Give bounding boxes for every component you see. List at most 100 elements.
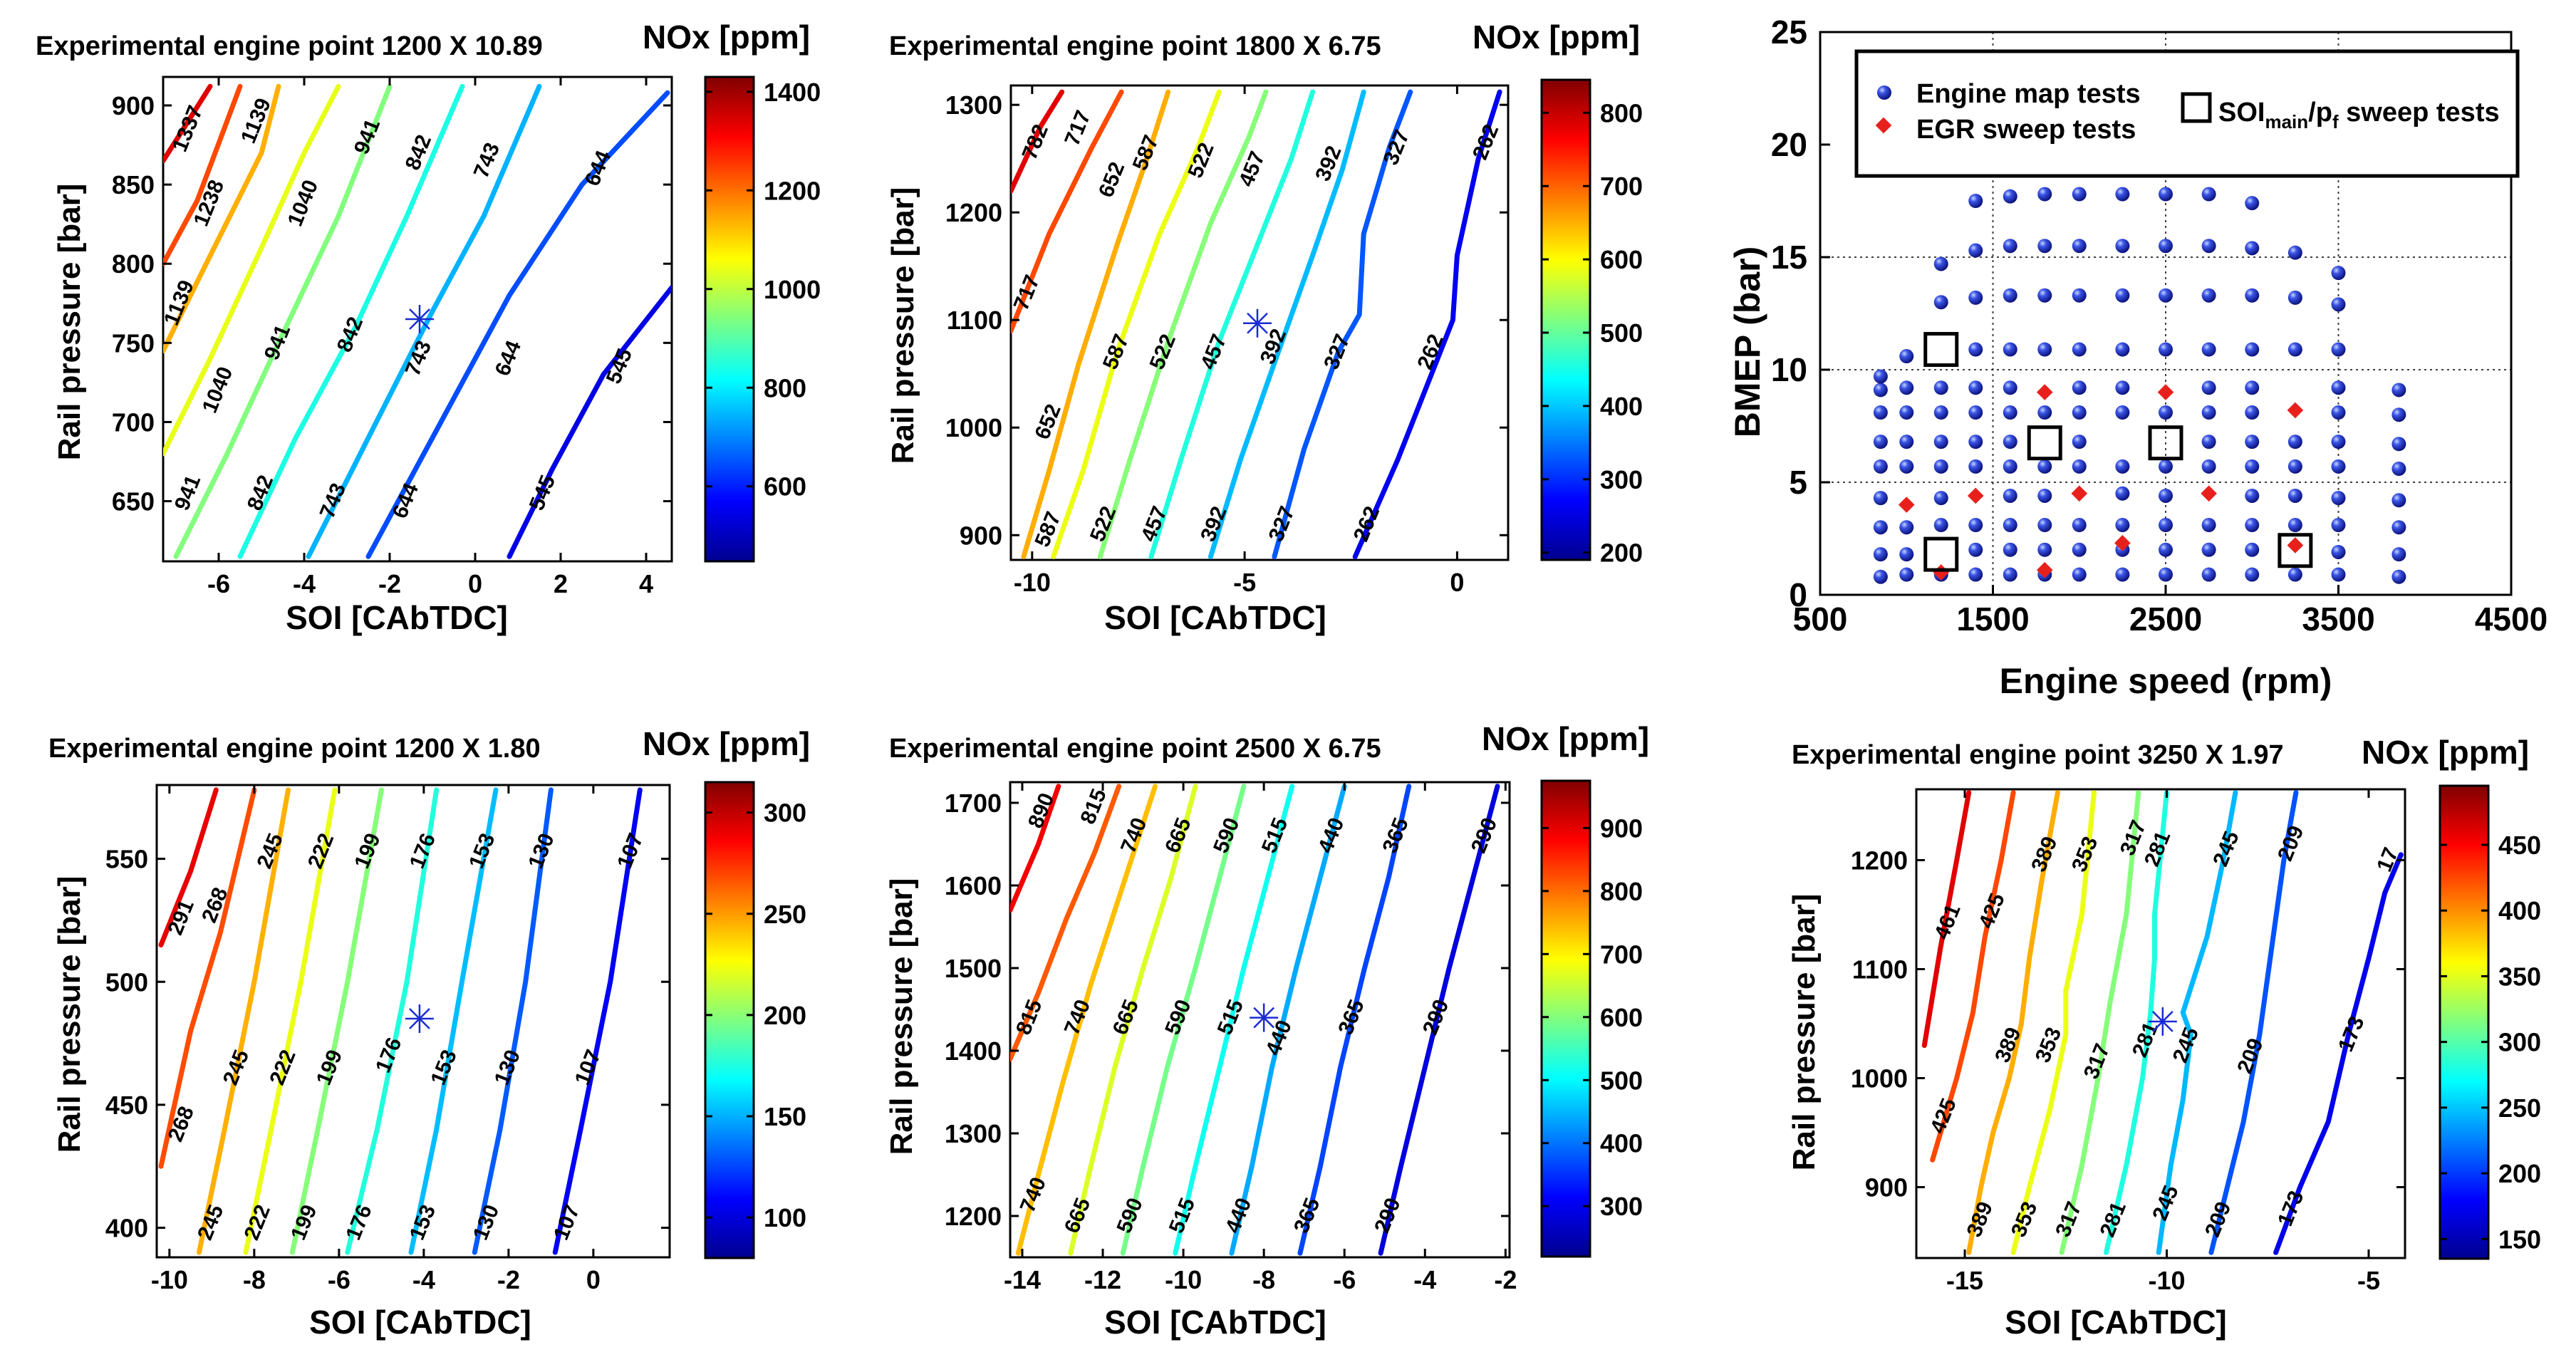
colorbar-tick-label: 150: [764, 1102, 806, 1131]
marker-stroke: [1247, 312, 1268, 334]
x-tick-label: -4: [412, 1265, 435, 1294]
engine-map-point: [1899, 520, 1914, 535]
engine-map-point: [2287, 488, 2302, 503]
egr-sweep-point: [2287, 402, 2304, 419]
engine-map-point: [2201, 435, 2216, 449]
engine-map-point: [2037, 518, 2052, 533]
x-tick-label: 500: [1793, 601, 1848, 638]
y-tick-label: 900: [960, 521, 1002, 550]
engine-map-point: [2391, 462, 2406, 477]
egr-sweep-point: [2114, 535, 2131, 551]
colorbar-tick-label: 200: [764, 1001, 806, 1030]
engine-map-point: [1933, 295, 1948, 310]
contour-line-1238: [163, 83, 243, 266]
engine-map-point: [1968, 380, 1983, 395]
engine-map-point: [1873, 547, 1888, 562]
legend-marker-engine-map: [1877, 85, 1891, 100]
engine-map-point: [1968, 405, 1983, 420]
contour-line-717: [1011, 89, 1124, 333]
x-tick-label: -6: [1333, 1265, 1356, 1294]
y-tick-label: 1100: [1852, 955, 1908, 984]
engine-map-point: [2037, 542, 2052, 557]
engine-map-point: [2331, 491, 2346, 506]
x-tick-label: 1500: [1956, 601, 2029, 638]
engine-map-point: [2159, 342, 2173, 357]
y-tick-label: 750: [112, 328, 155, 358]
colorbar-tick-label: 700: [1600, 940, 1643, 969]
engine-map-point: [2115, 405, 2130, 420]
engine-map-point: [1899, 459, 1914, 474]
engine-map-point: [2159, 567, 2173, 582]
y-tick-label: 1600: [945, 871, 1002, 900]
panel-nox-1200x10-89: Experimental engine point 1200 X 10.89 N…: [36, 19, 821, 636]
engine-map-point: [2003, 435, 2017, 449]
engine-map-point: [1873, 520, 1888, 535]
y-tick-label: 1000: [1851, 1064, 1908, 1093]
engine-map-point: [2159, 187, 2173, 202]
contour-line-587: [1051, 89, 1222, 559]
y-tick-label: 1700: [945, 789, 1002, 818]
engine-map-point: [2245, 435, 2260, 449]
soi-sweep-point: [2027, 425, 2062, 461]
egr-sweep-point: [2201, 485, 2217, 502]
engine-map-point: [2003, 189, 2017, 204]
colorbar-gradient: [1540, 78, 1591, 561]
contour-line-665: [1068, 784, 1198, 1256]
panel-title: Experimental engine point 3250 X 1.97: [1792, 740, 2284, 770]
engine-map-point: [2072, 567, 2087, 582]
engine-map-point: [1873, 383, 1888, 397]
colorbar-tick-label: 800: [1600, 98, 1643, 128]
engine-map-point: [2287, 567, 2302, 582]
contour-line-389: [1966, 790, 2060, 1255]
colorbar-tick-label: 1000: [764, 275, 821, 304]
colorbar-gradient: [704, 781, 755, 1259]
egr-sweep-point: [2036, 384, 2053, 400]
engine-map-point: [2115, 239, 2130, 254]
legend-marker-egr: [1875, 117, 1892, 134]
contour-line-281: [2104, 790, 2169, 1255]
colorbar-gradient: [704, 76, 755, 563]
engine-map-point: [1933, 405, 1948, 420]
x-axis-label: Engine speed (rpm): [2000, 661, 2332, 701]
contour-line-291: [158, 787, 219, 947]
colorbar-gradient: [2439, 784, 2490, 1260]
colorbar-tick-label: 300: [764, 799, 806, 828]
x-tick-label: -4: [1413, 1265, 1436, 1294]
y-tick-label: 1200: [945, 1202, 1002, 1231]
x-tick-label: -5: [1233, 568, 1256, 597]
contour-line-130: [472, 787, 554, 1255]
x-tick-label: -8: [1252, 1265, 1275, 1294]
y-axis-label: Rail pressure [bar]: [884, 878, 919, 1155]
engine-map-point: [2003, 488, 2017, 503]
engine-map-point: [2159, 239, 2173, 254]
contour-line-153: [408, 787, 499, 1255]
engine-map-point: [2072, 187, 2087, 202]
panel-title: Experimental engine point 2500 X 6.75: [889, 734, 1381, 764]
contour-line-457: [1148, 89, 1316, 559]
engine-map-point: [1873, 459, 1888, 474]
egr-sweep-point: [1967, 487, 1984, 504]
panel-nox-2500x6-75: Experimental engine point 2500 X 6.75 NO…: [884, 720, 1649, 1341]
soi-sweep-point: [1923, 332, 1959, 368]
contour-line-815: [1010, 784, 1122, 1062]
colorbar-tick-label: 300: [1600, 465, 1643, 494]
operating-point-marker: [2148, 1007, 2177, 1036]
contour-line-461: [1921, 790, 1972, 1049]
colorbar-tick-label: 150: [2498, 1225, 2541, 1254]
contour-line-365: [1297, 784, 1412, 1256]
legend-marker-soi: [2181, 92, 2212, 123]
engine-map-point: [2391, 437, 2406, 452]
engine-map-point: [2331, 405, 2346, 420]
engine-map-point: [2201, 567, 2216, 582]
x-tick-label: 0: [468, 569, 482, 598]
x-axis-label: SOI [CAbTDC]: [1104, 599, 1326, 636]
engine-map-point: [2391, 569, 2406, 584]
marker-stroke: [1253, 1007, 1275, 1029]
contour-line-440: [1229, 784, 1347, 1256]
engine-map-point: [2115, 459, 2130, 474]
x-tick-label: -14: [1004, 1265, 1041, 1294]
engine-map-point: [1968, 542, 1983, 557]
engine-map-point: [2159, 542, 2173, 557]
engine-map-point: [2331, 544, 2346, 559]
engine-map-point: [2245, 405, 2260, 420]
